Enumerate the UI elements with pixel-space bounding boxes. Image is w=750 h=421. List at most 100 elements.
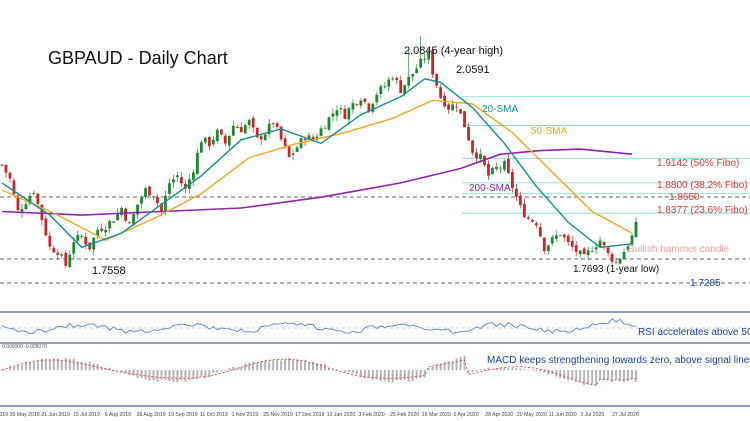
macd-bar	[180, 370, 183, 380]
macd-bar	[351, 370, 354, 373]
candle-body	[275, 123, 279, 127]
macd-bar	[503, 367, 506, 371]
macd-bar	[276, 359, 279, 371]
macd-bar	[228, 368, 231, 371]
candle-body	[176, 175, 179, 178]
macd-bar	[8, 366, 11, 371]
macd-bar	[128, 370, 131, 376]
candle-body	[546, 245, 550, 252]
macd-bar	[491, 369, 494, 371]
candle-body	[602, 241, 606, 246]
candle-body	[610, 253, 614, 262]
sma-200-line	[1, 148, 633, 216]
candle-body	[526, 217, 530, 219]
candle-body	[112, 221, 116, 223]
candle-body	[263, 134, 267, 140]
candle-body	[116, 213, 120, 221]
macd-bar	[268, 361, 271, 371]
candle-body	[495, 167, 498, 169]
candle-body	[427, 51, 431, 60]
candle-body	[598, 240, 602, 247]
macd-bar	[507, 368, 510, 371]
macd-bar	[68, 358, 71, 371]
candle-body	[439, 87, 443, 98]
macd-bar	[591, 370, 594, 385]
candle-body	[168, 183, 171, 194]
candle-body	[606, 247, 610, 254]
date-tick-label: 6 Apr 2020	[454, 412, 479, 418]
date-tick-label: 30 May 2019	[10, 412, 40, 418]
macd-bar	[619, 370, 622, 382]
macd-bar	[64, 358, 67, 371]
macd-bar	[423, 370, 426, 378]
macd-bar	[471, 370, 474, 373]
macd-bar	[563, 370, 566, 380]
macd-bar	[431, 366, 434, 371]
candle-body	[76, 234, 80, 241]
date-tick-label: 25 Feb 2020	[390, 412, 419, 418]
macd-bar	[232, 366, 235, 371]
candle-body	[415, 68, 419, 74]
candle-body	[235, 127, 239, 129]
macd-bar	[280, 360, 283, 371]
candle-body	[231, 125, 235, 136]
macd-bar	[236, 368, 239, 371]
chart-title: GBPAUD - Daily Chart	[48, 48, 228, 68]
candle-body	[279, 126, 283, 140]
candle-body	[203, 137, 207, 143]
macd-bar	[144, 370, 147, 380]
macd-bar	[264, 360, 267, 371]
candle-body	[100, 228, 104, 231]
macd-bar	[308, 362, 311, 371]
candle-body	[407, 76, 411, 86]
macd-bar	[567, 370, 570, 381]
macd-bar	[575, 370, 578, 383]
candle-body	[323, 127, 327, 129]
date-tick-label: 20 May 2020	[517, 412, 547, 418]
fibo-label-23: 1.8377 (23.6% Fibo)	[657, 205, 748, 216]
macd-bar	[339, 369, 342, 371]
candle-body	[0, 164, 4, 166]
macd-bar	[367, 370, 370, 378]
macd-bar	[527, 369, 530, 371]
candle-body	[475, 152, 478, 159]
candle-body	[287, 146, 291, 157]
macd-bar	[379, 370, 382, 381]
macd-bar	[92, 363, 95, 371]
candle-body	[451, 104, 454, 111]
candle-body	[499, 167, 502, 169]
date-tick-label: 11 Oct 2019	[200, 412, 228, 418]
macd-bar	[531, 370, 534, 371]
date-tick-label: 11 Jun 2020	[549, 412, 577, 418]
candle-body	[140, 197, 143, 204]
macd-bar	[583, 370, 586, 386]
macd-bar	[316, 363, 319, 371]
macd-bar	[627, 370, 630, 382]
candle-body	[319, 128, 323, 136]
candle-body	[594, 247, 598, 250]
macd-bar	[304, 359, 307, 371]
macd-bar	[631, 370, 634, 380]
candle-body	[351, 103, 355, 110]
date-tick-label: 27 Jul 2020	[612, 412, 639, 418]
macd-bar	[16, 364, 19, 371]
candle-body	[144, 188, 147, 198]
candle-body	[491, 168, 494, 174]
candle-body	[68, 254, 72, 268]
fibo-label-1-8650: 1.8650	[669, 192, 700, 203]
label-50-sma: 50-SMA	[531, 126, 567, 137]
macd-bar	[387, 370, 390, 382]
candle-body	[40, 204, 44, 221]
macd-bar	[204, 370, 207, 379]
candle-body	[239, 127, 243, 133]
candle-body	[379, 86, 383, 95]
macd-bar	[124, 370, 127, 374]
macd-bar	[463, 355, 466, 371]
date-tick-label: 21 Jun 2019	[41, 412, 70, 418]
macd-bar	[571, 370, 574, 381]
macd-bar	[12, 366, 15, 371]
candle-body	[574, 245, 578, 252]
candle-body	[467, 126, 470, 141]
macd-bar	[256, 362, 259, 371]
date-tick-label: 25 Nov 2019	[263, 412, 293, 418]
